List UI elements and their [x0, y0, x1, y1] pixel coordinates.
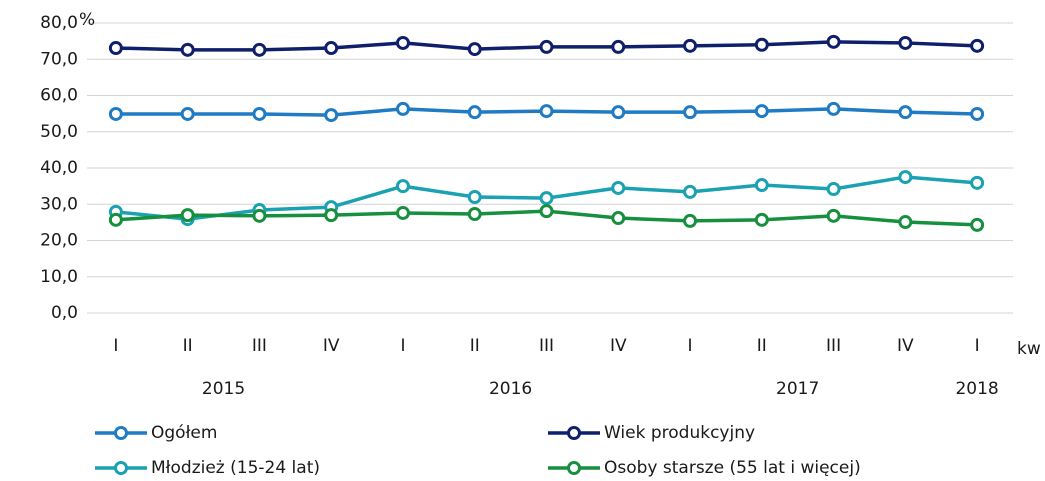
data-point — [180, 208, 195, 223]
y-tick-label: 80,0 — [40, 13, 78, 33]
year-label: 2018 — [955, 379, 998, 399]
data-point — [611, 39, 626, 54]
x-tick-label: II — [470, 336, 480, 356]
legend-label: Osoby starsze (55 lat i więcej) — [604, 458, 861, 478]
y-tick-label: 20,0 — [40, 231, 78, 251]
y-tick-label: 60,0 — [40, 86, 78, 106]
data-point — [180, 42, 195, 57]
x-unit: kw — [1017, 339, 1041, 359]
legend-label: Ogółem — [151, 423, 217, 443]
data-point — [324, 108, 339, 123]
legend-label: Wiek produkcyjny — [604, 423, 755, 443]
data-point — [898, 35, 913, 50]
data-point — [898, 170, 913, 185]
x-tick-label: IV — [610, 336, 627, 356]
data-point — [683, 184, 698, 199]
y-tick-label: 50,0 — [40, 122, 78, 142]
y-tick-label: 30,0 — [40, 194, 78, 214]
legend-marker — [114, 461, 128, 475]
x-tick-label: I — [400, 336, 405, 356]
data-point — [970, 175, 985, 190]
data-point — [252, 208, 267, 223]
data-point — [467, 105, 482, 120]
x-tick-label: III — [252, 336, 267, 356]
y-tick-label: 0,0 — [51, 303, 78, 323]
y-unit: % — [79, 10, 95, 30]
legend-marker — [114, 426, 128, 440]
data-point — [467, 207, 482, 222]
data-point — [970, 106, 985, 121]
data-point — [108, 212, 123, 227]
year-label: 2016 — [489, 379, 532, 399]
x-tick-label: IV — [897, 336, 914, 356]
data-point — [826, 34, 841, 49]
data-point — [611, 105, 626, 120]
data-point — [754, 212, 769, 227]
y-tick-label: 70,0 — [40, 49, 78, 69]
data-point — [108, 106, 123, 121]
data-point — [754, 178, 769, 193]
x-tick-label: II — [757, 336, 767, 356]
data-point — [611, 211, 626, 226]
data-point — [467, 190, 482, 204]
data-point — [754, 104, 769, 119]
data-point — [467, 42, 482, 57]
legend-label: Młodzież (15-24 lat) — [151, 458, 320, 478]
data-point — [611, 180, 626, 195]
data-point — [395, 35, 410, 50]
legend-marker — [567, 461, 581, 475]
data-point — [108, 41, 123, 56]
y-tick-label: 10,0 — [40, 267, 78, 287]
y-tick-label: 40,0 — [40, 158, 78, 178]
x-tick-label: I — [975, 336, 980, 356]
data-point — [395, 101, 410, 116]
data-point — [826, 182, 841, 197]
data-point — [826, 208, 841, 223]
data-point — [826, 101, 841, 116]
x-tick-label: II — [183, 336, 193, 356]
data-point — [970, 217, 985, 232]
data-point — [898, 105, 913, 120]
data-point — [324, 41, 339, 56]
data-point — [324, 208, 339, 223]
data-point — [252, 106, 267, 121]
data-point — [252, 42, 267, 57]
data-point — [539, 204, 554, 219]
data-point — [395, 205, 410, 220]
data-point — [395, 179, 410, 194]
x-tick-label: I — [688, 336, 693, 356]
x-tick-label: III — [539, 336, 554, 356]
legend-marker — [567, 426, 581, 440]
data-point — [754, 37, 769, 52]
data-point — [683, 38, 698, 53]
data-point — [539, 191, 554, 206]
x-tick-label: III — [826, 336, 841, 356]
data-point — [539, 104, 554, 119]
data-point — [683, 105, 698, 120]
data-point — [180, 106, 195, 121]
data-point — [539, 39, 554, 54]
data-point — [683, 213, 698, 228]
x-tick-label: IV — [323, 336, 340, 356]
year-label: 2015 — [202, 379, 245, 399]
x-tick-label: I — [113, 336, 118, 356]
data-point — [970, 38, 985, 53]
year-label: 2017 — [776, 379, 819, 399]
data-point — [898, 215, 913, 230]
